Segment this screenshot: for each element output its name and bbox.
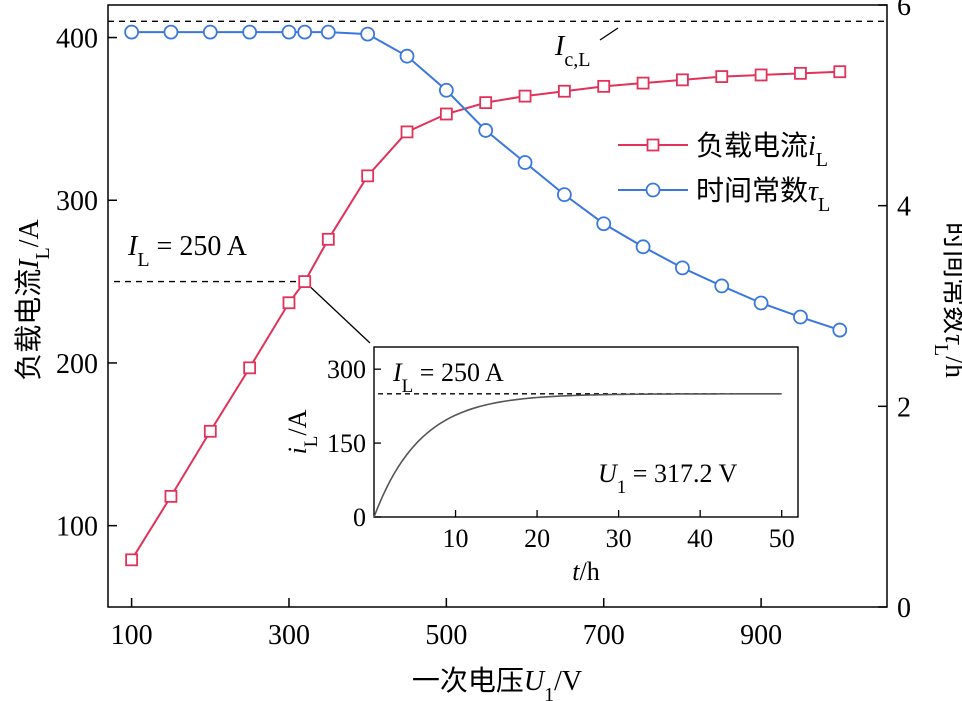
inset-x-tick-label: 50 [769,524,795,553]
current-data-point [518,89,532,103]
tau-data-point [478,123,494,138]
current-data-point [164,489,178,503]
il250-label: IL = 250 A [127,231,248,271]
inset-y-tick-label: 0 [353,503,366,532]
inset-x-tick-label: 30 [606,524,632,553]
tau-data-point [556,187,572,203]
inset-x-tick-label: 20 [524,524,550,553]
tau-data-point [675,260,690,276]
current-data-point [557,84,571,98]
x-axis-title: 一次电压U1/V [412,665,582,701]
current-data-point [676,73,689,87]
current-data-point [754,68,768,82]
current-data-point [439,107,453,121]
current-series-line [130,70,840,561]
y-left-tick-label: 300 [56,186,98,217]
tau-data-point [753,295,769,311]
inset-asymptote-label: IL = 250 A [392,358,504,397]
inset-voltage-note: U1 = 317.2 V [598,459,737,498]
current-data-point [794,66,807,80]
x-tick-label: 500 [425,620,467,651]
legend-tau-label: 时间常数τL [696,175,830,216]
current-data-point [400,125,414,139]
y-left-tick-label: 400 [56,24,98,55]
inset-x-tick-label: 40 [687,524,713,553]
current-data-point [321,232,335,246]
y-right-tick-label: 0 [897,593,911,624]
current-data-point [361,169,375,183]
x-tick-label: 700 [583,620,625,651]
tau-data-point [635,239,651,255]
tau-data-point [714,278,730,294]
inset-x-axis-title: t/h [572,557,599,586]
tau-data-point [297,24,313,40]
inset-plot: 10 20 30 40 50 0 150 300 [327,346,799,553]
current-data-point [243,361,257,375]
tau-data-point [360,26,376,42]
y-right-tick-label: 4 [897,192,911,223]
inset-y-axis-title: iL/A [283,409,322,454]
current-data-point [597,79,611,93]
tau-data-point [124,24,140,40]
icl-leader-line [599,27,619,41]
current-data-point [298,275,312,288]
legend-current-label: 负载电流iL [696,130,828,171]
y-left-tick-label: 100 [56,512,98,543]
y-left-tick-label: 200 [56,349,98,380]
tau-data-point [438,82,454,98]
x-tick-label: 300 [268,620,310,651]
icl-label: Ic,L [554,31,590,71]
current-data-point [636,76,650,90]
tau-data-point [242,24,258,40]
y-left-axis-title: 负载电流IL/A [13,218,54,380]
x-tick-label: 900 [740,620,782,651]
inset-x-tick-label: 10 [443,524,469,553]
plot-frame [107,4,888,608]
tau-data-point [320,24,336,40]
current-data-point [715,70,729,83]
y-right-tick-label: 2 [897,392,911,423]
x-tick-label: 100 [111,620,153,651]
current-data-point [282,296,296,310]
tau-data-point [281,24,297,40]
tau-data-point [793,309,808,325]
tau-data-point [832,322,848,338]
inset-background [373,346,799,518]
current-data-point [479,96,493,110]
current-data-point [833,65,847,79]
tau-data-point [596,216,612,232]
legend-current-marker [646,138,660,152]
current-data-point [125,553,139,567]
inset-y-tick-label: 150 [327,429,366,458]
current-data-point [203,424,217,438]
tau-data-point [202,24,218,40]
y-right-tick-label: 6 [897,0,911,22]
tau-data-point [517,155,533,170]
legend: 负载电流iL 时间常数τL [618,130,830,216]
tau-data-point [163,24,179,40]
inset-current-curve [373,393,782,518]
inset-leader-line [304,281,371,344]
tau-data-point [399,48,415,64]
inset-y-tick-label: 300 [327,355,366,384]
legend-tau-marker [645,182,661,198]
y-right-axis-title: 时间常数τL/h [930,222,962,378]
